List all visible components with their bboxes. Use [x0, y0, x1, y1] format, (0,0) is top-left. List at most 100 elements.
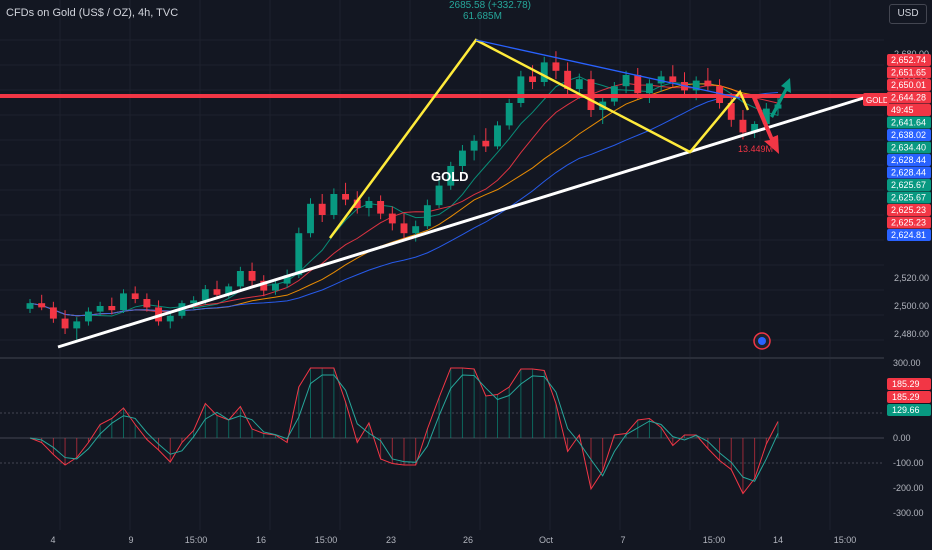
- candle-body: [458, 150, 466, 166]
- moving-average-line-1: [29, 76, 779, 317]
- price-tag-bg: [887, 104, 931, 116]
- price-tag-bg: [887, 216, 931, 229]
- moving-average-line-3: [29, 83, 779, 317]
- candle-body: [727, 103, 735, 120]
- osc-tick-label: 300.00: [893, 358, 921, 368]
- currency-selector[interactable]: USD: [889, 4, 927, 24]
- candle-body: [739, 119, 747, 133]
- candle-body: [529, 76, 537, 82]
- time-tick-label: 4: [50, 535, 55, 545]
- time-tick-label: 15:00: [703, 535, 726, 545]
- price-tag-label: 2,625.23: [891, 205, 926, 215]
- osc-tag-label: 129.66: [892, 405, 920, 415]
- osc-tick-label: -300.00: [893, 508, 924, 518]
- range-measure-label: 13.449M: [738, 144, 773, 154]
- osc-tag-bg: [887, 391, 931, 403]
- price-tag-label: 2,625.67: [891, 193, 926, 203]
- candle-body: [540, 62, 548, 82]
- osc-tag-label: 185.29: [892, 379, 920, 389]
- price-tag-bg: [887, 166, 931, 179]
- price-tag-bg: [887, 91, 931, 104]
- candle-body: [470, 140, 478, 151]
- price-tick-label: 2,520.00: [894, 273, 929, 283]
- candle-body: [494, 125, 501, 147]
- candle-body: [49, 307, 57, 319]
- candle-body: [388, 213, 396, 224]
- candle-body: [166, 315, 174, 322]
- candle-body: [447, 166, 455, 186]
- peak-measure-label: 2685.58 (+332.78): [449, 0, 532, 11]
- osc-tick-label: -100.00: [893, 458, 924, 468]
- candle-body: [423, 205, 431, 227]
- price-tag-label: 2,638.02: [891, 130, 926, 140]
- grid: [0, 0, 884, 530]
- candle-body: [517, 76, 525, 103]
- candle-body: [271, 283, 279, 291]
- price-tag-label: 2,625.67: [891, 180, 926, 190]
- time-tick-label: Oct: [539, 535, 554, 545]
- candle-body: [505, 103, 513, 126]
- trendline: [57, 94, 871, 349]
- candle-body: [38, 303, 46, 308]
- candle-body: [669, 76, 677, 82]
- moving-average-line-4: [29, 92, 779, 317]
- candle-body: [552, 62, 560, 71]
- time-tick-label: 23: [386, 535, 396, 545]
- price-tag-label: 2,651.65: [891, 68, 926, 78]
- candle-body: [248, 271, 256, 281]
- price-tag-label: 2,644.28: [891, 93, 926, 103]
- candle-body: [564, 70, 572, 89]
- price-tag-label: 2,624.81: [891, 230, 926, 240]
- candle-body: [657, 76, 665, 84]
- candle-body: [131, 293, 139, 299]
- candle-body: [575, 79, 583, 89]
- candle-body: [26, 303, 34, 309]
- price-tag-label: 2,652.74: [891, 55, 926, 65]
- price-tag-label: 2,625.23: [891, 218, 926, 228]
- price-tag-label: 2,634.40: [891, 143, 926, 153]
- time-tick-label: 14: [773, 535, 783, 545]
- price-tag-bg: [887, 116, 931, 129]
- candle-body: [692, 80, 700, 91]
- price-tag-bg: [887, 129, 931, 141]
- candle-body: [201, 289, 209, 301]
- osc-tick-label: 0.00: [893, 433, 911, 443]
- pattern-line: [328, 38, 750, 239]
- candle-body: [96, 306, 104, 312]
- candle-body: [108, 306, 116, 311]
- price-tick-label: 2,500.00: [894, 301, 929, 311]
- price-tag-bg: [887, 154, 931, 166]
- time-tick-label: 15:00: [315, 535, 338, 545]
- price-tag-bg: [887, 54, 931, 66]
- event-flag-dot-icon: [758, 337, 766, 345]
- up-arrow-icon: [770, 78, 791, 118]
- osc-line-1: [29, 367, 779, 495]
- down-arrow-icon: [752, 96, 779, 154]
- candle-body: [236, 271, 244, 287]
- candle-body: [225, 286, 233, 295]
- moving-average-line-2: [29, 82, 779, 317]
- osc-tag-bg: [887, 404, 931, 416]
- price-tag-bg: [887, 191, 931, 204]
- osc-line-2: [29, 374, 779, 482]
- candle-body: [213, 289, 221, 295]
- time-tick-label: 9: [128, 535, 133, 545]
- candle-body: [61, 318, 69, 329]
- price-tag-label: 2,650.01: [891, 80, 926, 90]
- osc-tag-label: 185.29: [892, 392, 920, 402]
- candle-body: [704, 80, 712, 87]
- price-tag-label: 2,641.64: [891, 118, 926, 128]
- candle-body: [342, 194, 350, 200]
- price-tag-bg: [887, 79, 931, 91]
- candle-body: [353, 199, 361, 208]
- osc-tag-bg: [887, 378, 931, 390]
- candle-body: [634, 75, 642, 94]
- price-tag-bg: [887, 229, 931, 241]
- blue-guide-line: [475, 39, 741, 99]
- candle-body: [295, 233, 303, 276]
- price-tag-label: 2,628.44: [891, 168, 926, 178]
- candle-body: [365, 201, 373, 208]
- symbol-tag-bg: [863, 93, 889, 106]
- candle-body: [307, 203, 314, 234]
